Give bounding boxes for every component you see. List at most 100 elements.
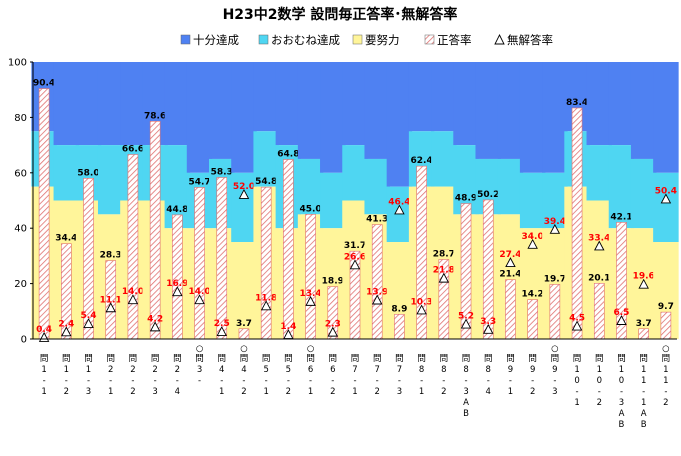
band-generally (542, 172, 568, 229)
noanswer-label: 5.2 (458, 312, 474, 322)
category-label: 1 (263, 387, 268, 397)
category-label: 問 (617, 354, 626, 364)
band-generally (342, 145, 368, 201)
noanswer-label: 21.8 (433, 266, 455, 276)
category-label: 4 (241, 365, 246, 375)
category-label: 9 (552, 365, 557, 375)
noanswer-label: 52.0 (233, 182, 255, 192)
rate-bar (149, 120, 161, 340)
category-label: 0 (597, 376, 602, 386)
band-generally (519, 172, 546, 229)
noanswer-marker (349, 259, 361, 270)
category-label: 2 (286, 387, 291, 397)
band-sufficient (320, 62, 346, 173)
category-label: 2 (175, 365, 180, 375)
category-label: 7 (397, 365, 402, 375)
rate-bar (127, 154, 139, 340)
chart-title: H23中2数学 設問毎正答率･無解答率 (223, 6, 458, 23)
rate-label: 48.9 (455, 194, 477, 204)
band-generally (586, 145, 613, 201)
legend: 十分達成 おおむね達成 要努力 正答率 無解答率 (180, 33, 553, 47)
noanswer-label: 2.3 (325, 320, 341, 330)
category-label: 問 (306, 354, 315, 364)
category-label: 問 (151, 354, 160, 364)
rate-bar (638, 328, 649, 340)
noanswer-label: 50.4 (655, 186, 677, 196)
category-label: 8 (419, 365, 424, 375)
category-label: - (87, 376, 90, 386)
category-label: - (131, 376, 134, 386)
rate-label: 20.1 (588, 273, 610, 283)
noanswer-label: 26.6 (344, 252, 366, 262)
noanswer-marker (594, 240, 605, 251)
band-sufficient (342, 62, 368, 146)
legend-label: 無解答率 (507, 33, 553, 47)
category-label: - (420, 376, 423, 386)
noanswer-marker (238, 188, 250, 199)
band-sufficient (519, 62, 546, 173)
category-label: - (398, 376, 401, 386)
y-tick-label: 0 (21, 335, 27, 346)
rate-bar (593, 283, 605, 340)
category-label: 問 (40, 354, 49, 364)
band-sufficient (209, 62, 235, 159)
category-label: 3 (86, 387, 91, 397)
noanswer-label: 13.9 (366, 287, 388, 297)
x-axis: 問1-1問1-2問1-3問2-1問2-2問2-3問2-4○問3-問4-1○問4-… (40, 344, 670, 430)
rate-bar (371, 224, 383, 340)
noanswer-label: 27.4 (499, 250, 521, 260)
category-label: 1 (419, 387, 424, 397)
rate-bar (238, 328, 250, 340)
rate-bar (660, 311, 672, 340)
category-label: 3 (397, 387, 402, 397)
category-label: - (598, 387, 601, 397)
rate-label: 28.7 (433, 250, 455, 260)
category-label: 5 (263, 365, 268, 375)
rate-label: 9.7 (658, 302, 674, 312)
category-label: B (463, 409, 469, 419)
category-label: - (442, 376, 445, 386)
category-label: 9 (530, 365, 535, 375)
category-label: 8 (441, 365, 446, 375)
legend-swatch (258, 34, 269, 45)
category-label: 1 (508, 387, 513, 397)
category-label: - (176, 376, 179, 386)
noanswer-marker (660, 193, 672, 204)
rate-label: 58.3 (211, 168, 233, 178)
band-generally (231, 172, 257, 243)
category-label: 1 (352, 387, 357, 397)
rate-label: 34.4 (55, 234, 77, 244)
noanswer-marker (194, 294, 205, 305)
band-generally (630, 158, 657, 229)
band-generally (253, 131, 279, 187)
category-label: B (641, 420, 647, 430)
band-sufficient (608, 62, 635, 146)
category-label: 1 (64, 365, 69, 375)
category-label: 9 (508, 365, 513, 375)
noanswer-label: 6.5 (614, 308, 630, 318)
category-label: - (220, 376, 223, 386)
category-label: 1 (641, 398, 646, 408)
y-tick-label: 40 (14, 224, 27, 235)
category-label: 問 (573, 354, 582, 364)
category-label: 8 (486, 365, 491, 375)
band-generally (497, 158, 524, 215)
category-label: 2 (330, 387, 335, 397)
category-label: 問 (506, 354, 515, 364)
noanswer-marker (527, 238, 538, 249)
category-label: 問 (551, 354, 560, 364)
noanswer-marker (149, 321, 161, 332)
category-label: 5 (286, 365, 291, 375)
category-label: - (464, 376, 467, 386)
y-tick-label: 80 (14, 113, 27, 124)
rate-label: 19.7 (544, 274, 566, 284)
plot-area: 0.4 90.4 2.4 34.4 5.4 58.0 11.1 28.3 14.0 66.6 4.2… (31, 62, 679, 342)
band-sufficient (186, 62, 213, 173)
band-sufficient (75, 62, 102, 146)
category-label: 1 (219, 387, 224, 397)
category-label: 2 (441, 387, 446, 397)
category-label: 問 (662, 354, 671, 364)
category-label: A (641, 409, 647, 419)
noanswer-marker (305, 295, 316, 306)
noanswer-marker (105, 302, 116, 313)
